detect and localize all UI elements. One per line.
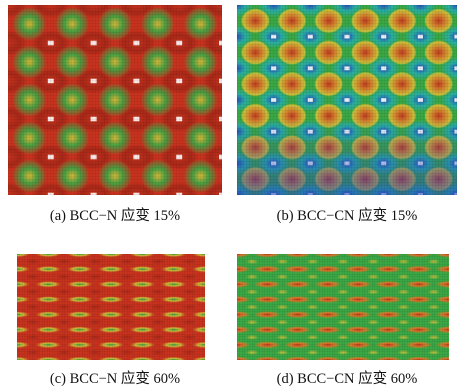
- panel-a-caption: (a) BCC−N 应变 15%: [49, 208, 181, 224]
- panel-c-bcc-n-60-strain-image: [17, 254, 205, 360]
- panel-b-bcc-cn-15-strain-image: [237, 5, 457, 195]
- lattice-contour-image-c: [17, 254, 205, 360]
- panel-d-bcc-cn-60-strain-image: [237, 254, 449, 360]
- lattice-contour-image-d: [237, 254, 449, 360]
- lattice-contour-image-a: [8, 5, 222, 195]
- panel-d-caption: (d) BCC−CN 应变 60%: [276, 371, 418, 387]
- panel-a-bcc-n-15-strain-image: [8, 5, 222, 195]
- panel-b-caption: (b) BCC−CN 应变 15%: [276, 208, 418, 224]
- panel-c-caption: (c) BCC−N 应变 60%: [49, 371, 181, 387]
- lattice-contour-image-b: [237, 5, 457, 195]
